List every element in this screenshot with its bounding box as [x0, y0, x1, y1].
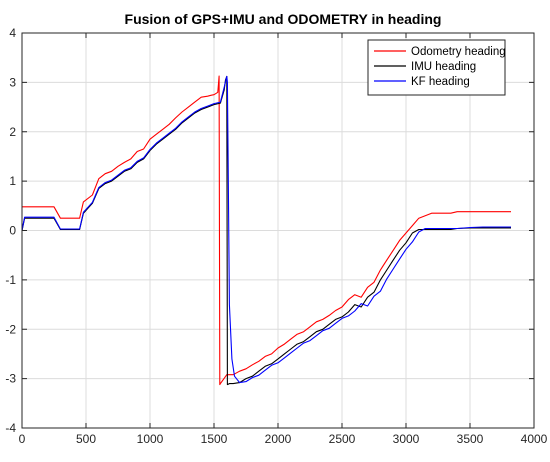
y-tick-label: -3	[5, 372, 16, 386]
y-tick-label: 2	[9, 125, 16, 139]
x-tick-label: 0	[19, 432, 26, 446]
legend-label-odometry-heading: Odometry heading	[411, 46, 506, 58]
ticks-layer: 0 500 1000 1500 2000 2500 3000 3500 4000 -4 -3 -2 -1…	[5, 26, 547, 446]
x-tick-label: 3000	[393, 432, 420, 446]
y-tick-label: -2	[5, 322, 16, 336]
x-tick-label: 2500	[329, 432, 356, 446]
x-tick-label: 3500	[457, 432, 484, 446]
y-tick-label: -4	[5, 421, 16, 435]
x-tick-label: 1000	[137, 432, 164, 446]
chart-title: Fusion of GPS+IMU and ODOMETRY in headin…	[125, 11, 442, 27]
legend-label-imu-heading: IMU heading	[411, 61, 476, 73]
y-tick-label: -1	[5, 273, 16, 287]
y-tick-label: 0	[9, 224, 16, 238]
y-tick-label: 1	[9, 174, 16, 188]
series-line-imu-heading	[21, 75, 511, 386]
x-tick-label: 1500	[201, 432, 228, 446]
series-line-odometry-heading	[22, 75, 511, 386]
x-tick-label: 2000	[265, 432, 292, 446]
series-line-kf-heading	[21, 75, 511, 384]
legend: Odometry heading IMU heading KF heading	[367, 39, 506, 96]
y-tick-label: 4	[9, 26, 16, 40]
legend-box	[367, 39, 506, 96]
x-tick-label: 500	[76, 432, 96, 446]
legend-label-kf-heading: KF heading	[411, 76, 470, 88]
x-tick-label: 4000	[521, 432, 548, 446]
series-layer	[21, 75, 511, 386]
y-tick-label: 3	[9, 75, 16, 89]
